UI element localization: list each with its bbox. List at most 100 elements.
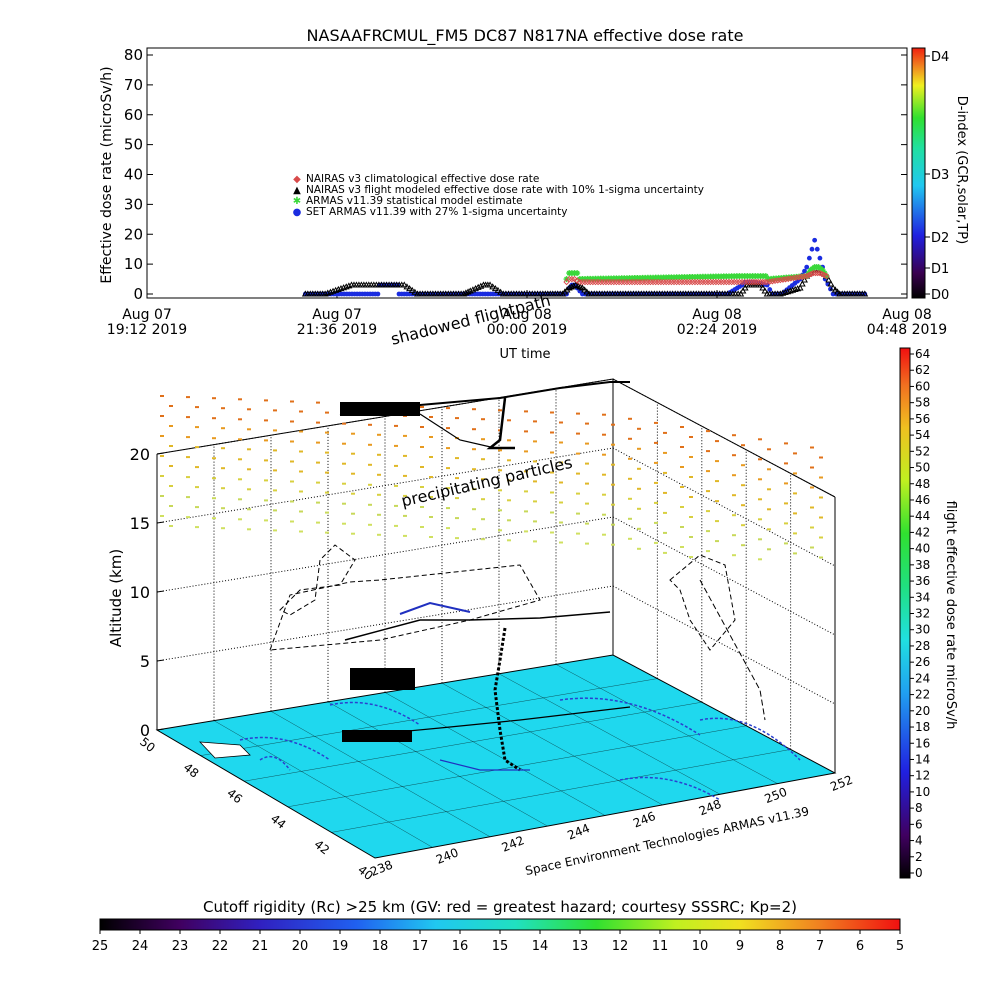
particle-mark: [264, 499, 268, 502]
particle-mark: [741, 504, 745, 507]
dose-rate-tick-label: 60: [915, 379, 930, 393]
cutoff-rigidity-label: Cutoff rigidity (Rc) >25 km (GV: red = g…: [203, 898, 797, 916]
series-point: [636, 278, 644, 286]
x-axis-label: UT time: [500, 347, 551, 362]
particle-mark: [550, 531, 554, 534]
ground-gridline: [331, 749, 791, 833]
series-point: [579, 278, 586, 286]
particle-mark: [273, 509, 277, 512]
series-point: [626, 278, 633, 286]
series-point: [763, 278, 771, 286]
dose-rate-tick-label: 2: [915, 850, 923, 864]
particle-mark: [325, 431, 329, 434]
particle-mark: [758, 558, 762, 561]
particle-mark: [767, 468, 771, 471]
y-tick-label: 40: [124, 166, 143, 184]
particle-mark: [680, 506, 684, 508]
longitude-tick-label: 248: [697, 797, 723, 819]
series-point: [769, 278, 776, 285]
particle-mark: [533, 540, 537, 543]
particle-mark: [212, 417, 216, 420]
series-point: [762, 273, 769, 280]
series-point: [748, 278, 755, 286]
particle-mark: [264, 439, 268, 442]
series-point: [662, 278, 670, 286]
particle-mark: [169, 405, 173, 407]
particle-mark: [628, 477, 632, 480]
particle-mark: [637, 447, 641, 450]
particle-mark: [368, 503, 372, 506]
particle-mark: [611, 423, 615, 426]
series-point: [649, 278, 657, 286]
particle-mark: [628, 497, 632, 500]
particle-mark: [706, 470, 710, 473]
series-point: [631, 278, 638, 286]
series-point: [757, 278, 764, 286]
cutoff-rigidity-tick-label: 20: [292, 939, 309, 954]
ground-gridline: [555, 664, 778, 784]
series-point: [652, 278, 659, 286]
series-point: [587, 278, 594, 286]
particle-mark: [169, 505, 173, 507]
series-point: [702, 278, 709, 286]
d-index-tick-label: D0: [931, 288, 949, 303]
shadow-loop: [279, 544, 356, 616]
series-point: [757, 281, 764, 288]
particle-mark: [394, 524, 398, 527]
particle-mark: [273, 449, 277, 452]
cutoff-rigidity-tick-label: 12: [612, 939, 629, 954]
series-point: [806, 255, 812, 261]
particle-mark: [784, 462, 788, 465]
particle-mark: [706, 530, 710, 533]
particle-mark: [429, 516, 433, 518]
particle-mark: [732, 474, 736, 477]
particle-mark: [403, 434, 407, 437]
series-point: [634, 278, 641, 286]
particle-field: [160, 395, 823, 561]
series-point: [403, 283, 411, 290]
particle-mark: [221, 467, 225, 470]
series-point: [584, 278, 591, 286]
particle-mark: [784, 482, 788, 485]
particle-mark: [663, 431, 667, 434]
particle-mark: [784, 522, 788, 525]
particle-mark: [663, 471, 667, 474]
particle-mark: [637, 427, 641, 430]
dose-rate-colorbar: 0246810121416182022242628303234363840424…: [899, 347, 958, 880]
particle-mark: [221, 507, 225, 510]
particle-mark: [221, 427, 225, 430]
particle-mark: [420, 486, 424, 488]
dose-rate-tick-label: 38: [915, 558, 930, 572]
particle-mark: [169, 425, 173, 427]
particle-mark: [741, 544, 745, 547]
altitude-tick-label: 0: [140, 721, 150, 740]
particle-mark: [325, 411, 329, 414]
particle-mark: [550, 411, 554, 414]
particle-mark: [507, 459, 511, 462]
series-point: [605, 278, 612, 286]
series-point: [678, 278, 686, 286]
particle-mark: [403, 494, 407, 497]
series-point: [400, 281, 408, 288]
cutoff-rigidity-tick-label: 9: [736, 939, 744, 954]
particle-mark: [585, 422, 589, 425]
series-point: [761, 287, 769, 294]
y-tick-label: 10: [124, 255, 143, 273]
particle-mark: [680, 486, 684, 488]
cutoff-rigidity-tick-label: 7: [816, 939, 824, 954]
particle-mark: [247, 428, 251, 431]
dose-rate-tick-label: 14: [915, 752, 930, 766]
particle-mark: [195, 486, 199, 489]
ground-gridline: [270, 711, 491, 837]
particle-mark: [186, 516, 190, 519]
particle-mark: [585, 542, 589, 545]
series-point: [477, 282, 485, 289]
dose-rate-tick-label: 22: [915, 688, 930, 702]
particle-mark: [160, 495, 164, 497]
particle-mark: [394, 504, 398, 507]
particle-mark: [793, 552, 797, 555]
dose-rate-tick-label: 42: [915, 525, 930, 539]
particle-mark: [706, 510, 710, 513]
series-point: [647, 278, 654, 286]
flight-tracks: [269, 381, 766, 772]
